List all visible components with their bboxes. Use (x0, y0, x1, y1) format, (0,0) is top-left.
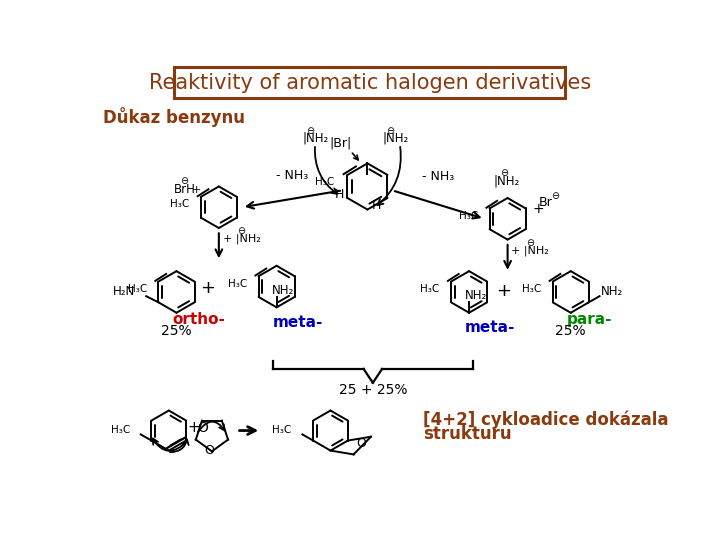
Text: +: + (532, 201, 544, 215)
Text: H₃C: H₃C (522, 284, 541, 294)
Text: - NH₃: - NH₃ (422, 170, 454, 183)
Text: meta-: meta- (273, 315, 323, 329)
Text: H₃C: H₃C (459, 211, 478, 221)
FancyBboxPatch shape (174, 67, 565, 98)
Text: NH₂: NH₂ (272, 284, 294, 297)
Text: NH₂: NH₂ (464, 289, 487, 302)
Text: H₃C: H₃C (111, 425, 130, 435)
Text: NH₂: NH₂ (601, 285, 624, 298)
Text: para-: para- (567, 312, 613, 327)
Text: 25%: 25% (161, 324, 192, 338)
Text: 25%: 25% (555, 324, 586, 338)
Text: 25 + 25%: 25 + 25% (338, 383, 407, 396)
Text: H₃C: H₃C (127, 284, 147, 294)
Text: H₃C: H₃C (315, 177, 334, 187)
Text: +: + (187, 420, 200, 435)
Text: ⊖: ⊖ (500, 168, 508, 178)
Text: BrH: BrH (174, 184, 196, 197)
Text: +: + (200, 279, 215, 296)
Text: |Br|: |Br| (329, 137, 351, 150)
Text: Reaktivity of aromatic halogen derivatives: Reaktivity of aromatic halogen derivativ… (148, 72, 591, 92)
Text: Důkaz benzynu: Důkaz benzynu (102, 107, 245, 127)
Text: meta-: meta- (465, 320, 516, 335)
Text: O: O (356, 437, 366, 450)
Text: H: H (372, 199, 382, 212)
Text: + |NH₂: + |NH₂ (511, 246, 549, 256)
Text: H₃C: H₃C (170, 199, 189, 210)
Text: ⊖: ⊖ (180, 176, 189, 186)
Text: +: + (192, 185, 202, 195)
Text: ⊖: ⊖ (238, 226, 246, 236)
Text: H₃C: H₃C (272, 425, 292, 435)
Text: |NH₂: |NH₂ (302, 132, 328, 145)
Text: H₃C: H₃C (228, 279, 247, 288)
Text: +: + (496, 282, 511, 300)
Text: |NH₂: |NH₂ (383, 132, 409, 145)
Text: ⊖: ⊖ (551, 191, 559, 201)
Text: ⊖: ⊖ (306, 126, 314, 136)
Text: ⊖: ⊖ (387, 126, 395, 136)
Text: O: O (204, 444, 214, 457)
Text: Br: Br (539, 197, 552, 210)
Text: - NH₃: - NH₃ (276, 169, 308, 182)
Text: ⊖: ⊖ (526, 238, 534, 248)
Text: O: O (197, 421, 208, 435)
Text: H₃C: H₃C (420, 284, 439, 294)
Text: |NH₂: |NH₂ (494, 174, 520, 187)
Text: H₂N: H₂N (113, 285, 135, 298)
Text: ortho-: ortho- (173, 312, 225, 327)
Text: strukturu: strukturu (423, 425, 511, 443)
Text: H: H (335, 188, 344, 201)
Text: + |NH₂: + |NH₂ (222, 234, 261, 245)
Text: [4+2] cykloadice dokázala: [4+2] cykloadice dokázala (423, 410, 668, 429)
